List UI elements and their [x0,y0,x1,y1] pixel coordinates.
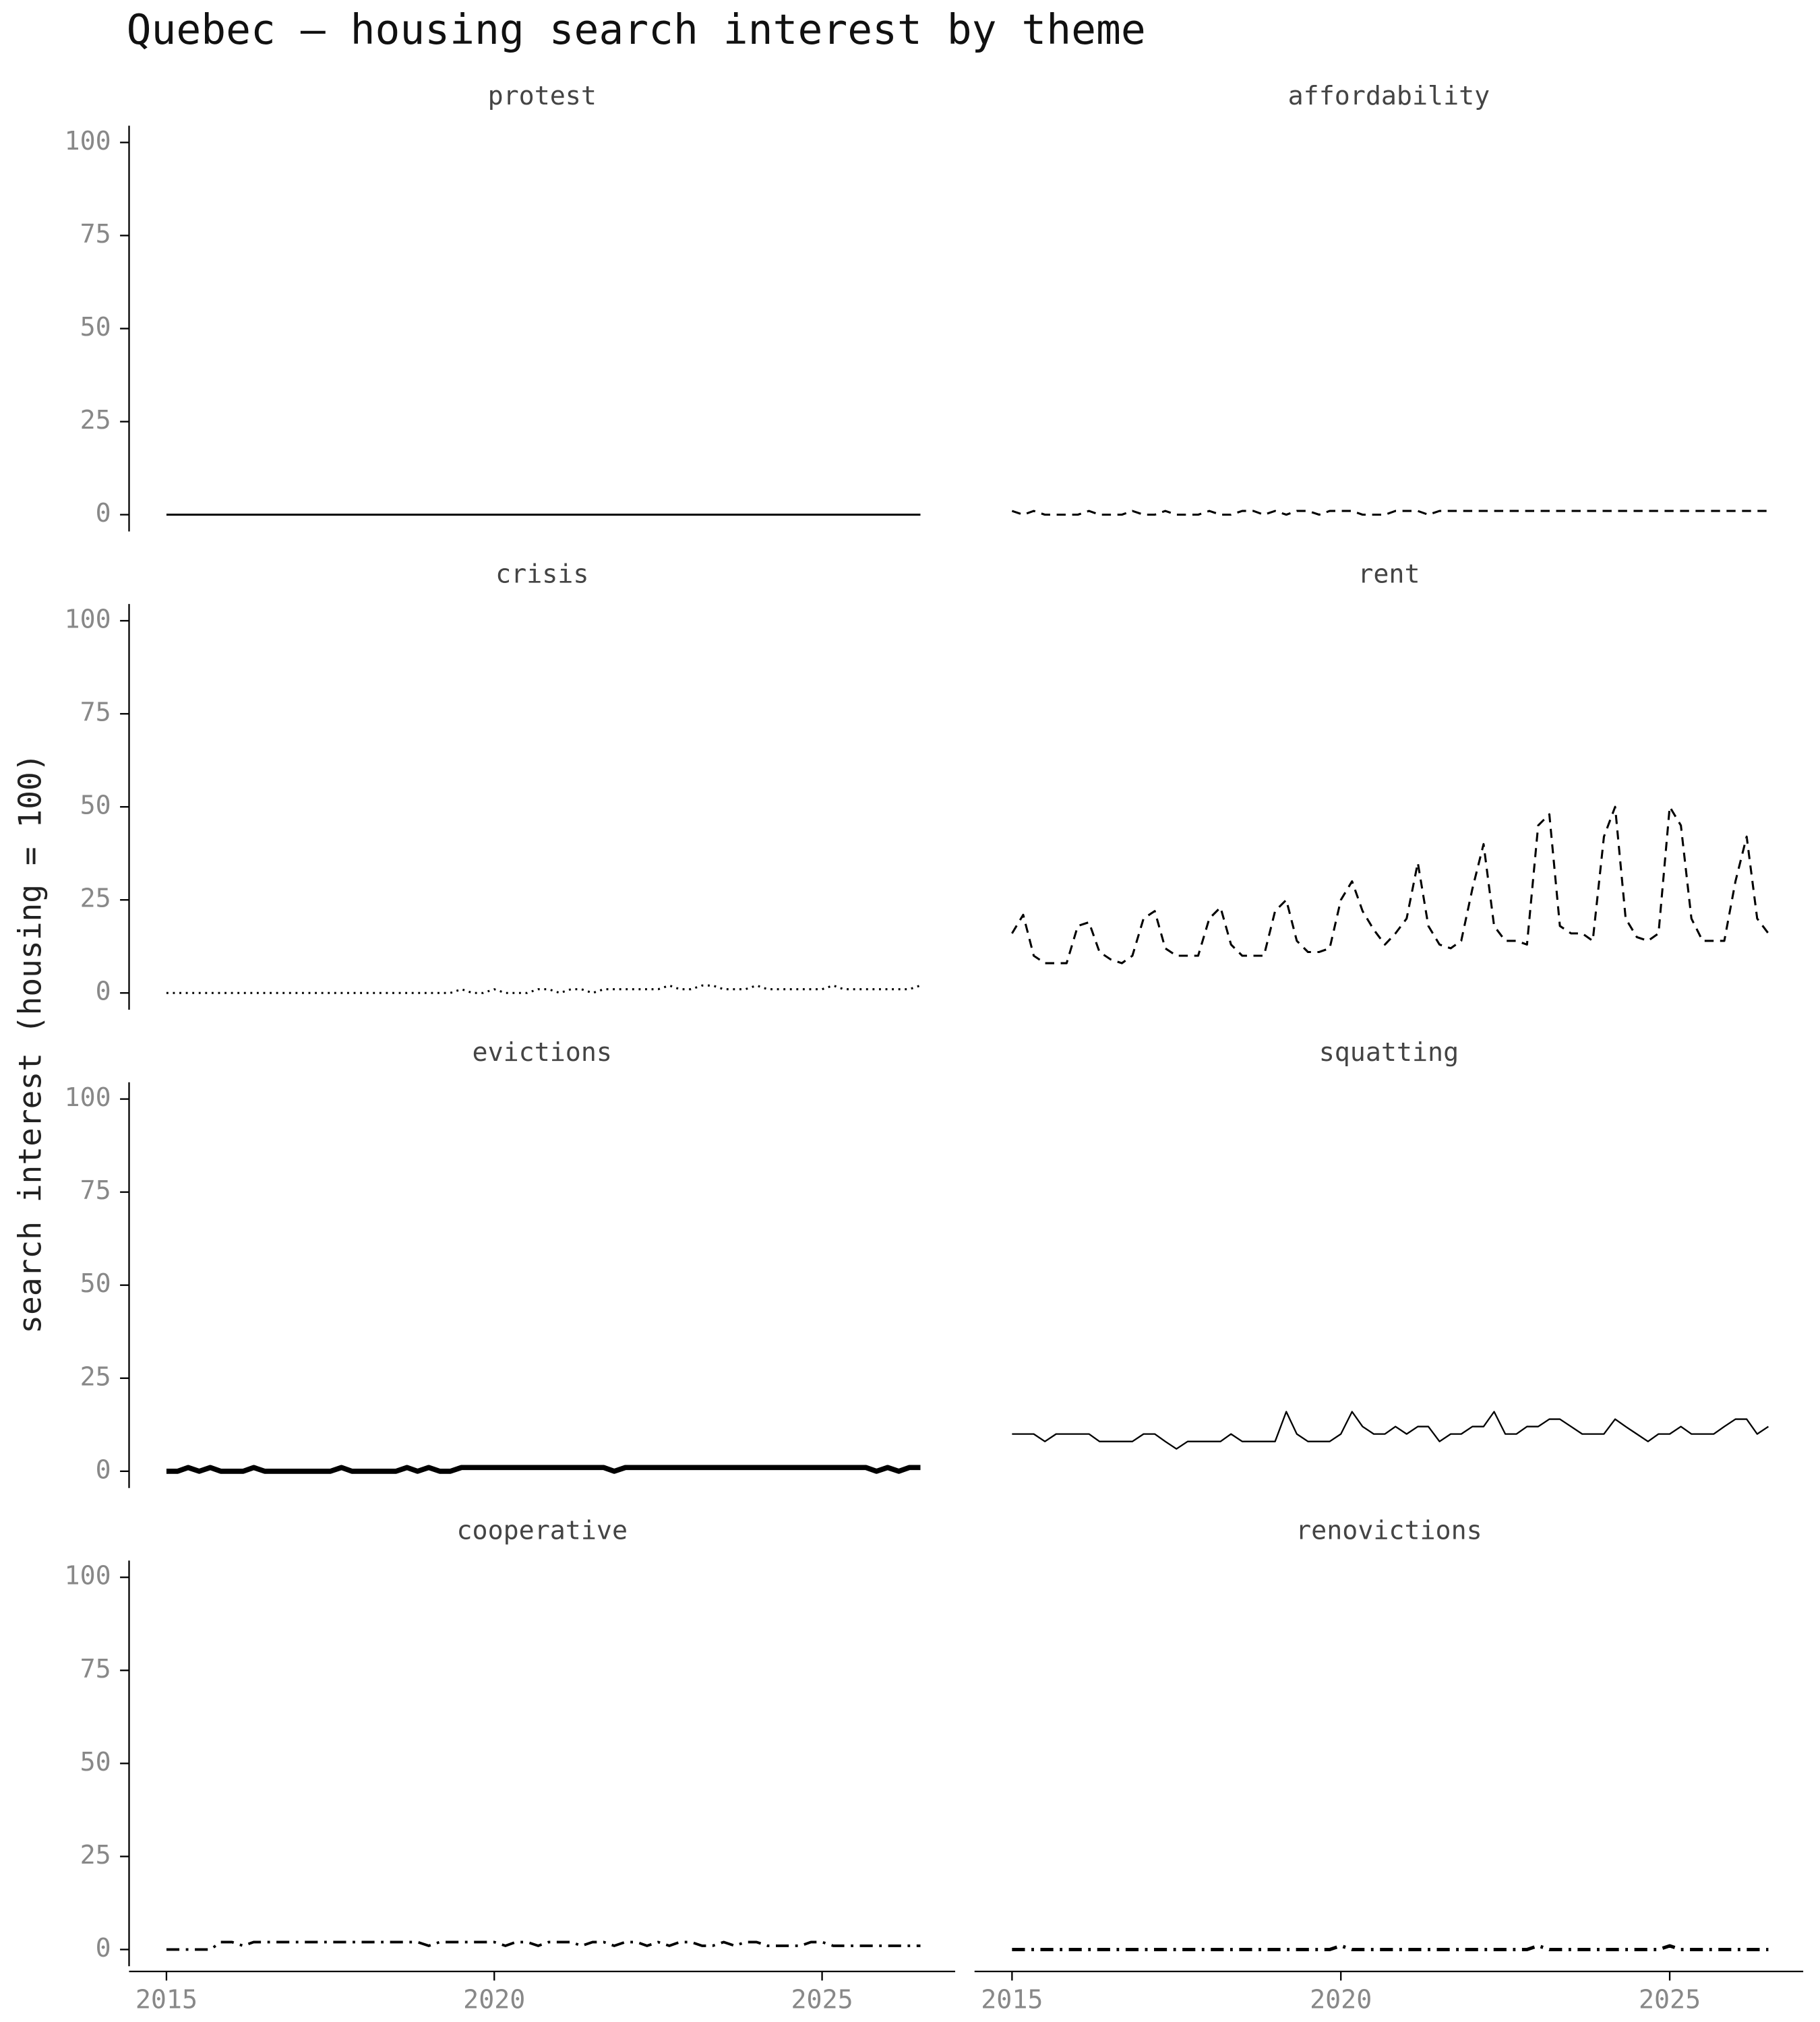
x-tick-label: 2015 [135,1985,198,2015]
x-tick-label: 2025 [791,1985,853,2015]
y-tick-label: 100 [65,1082,111,1113]
y-tick-label: 50 [80,1268,111,1299]
series-line [1011,805,1769,964]
y-tick-label: 25 [80,1840,111,1870]
series-line [1011,510,1769,516]
y-tick-label: 0 [96,977,111,1007]
y-tick-label: 50 [80,312,111,342]
x-tick-label: 2020 [1310,1985,1372,2015]
y-tick-label: 100 [65,126,111,156]
facet-title: cooperative [457,1516,628,1546]
series-line [166,1465,921,1474]
facet-title: evictions [473,1037,612,1068]
facet-title: affordability [1288,81,1490,111]
series-line [1012,1411,1769,1450]
y-tick-label: 25 [80,1361,111,1392]
y-axis-label: search interest (housing = 100) [11,753,48,1333]
series-line [1012,1944,1769,1951]
facet-title: rent [1358,559,1420,589]
y-tick-label: 50 [80,791,111,821]
y-tick-label: 100 [65,604,111,634]
x-tick-label: 2015 [981,1985,1043,2015]
x-tick-label: 2020 [463,1985,525,2015]
y-tick-label: 75 [80,1175,111,1206]
facet-title: protest [488,81,597,111]
facet-title: renovictions [1296,1516,1482,1546]
y-tick-label: 25 [80,884,111,914]
y-tick-label: 50 [80,1747,111,1777]
y-tick-label: 75 [80,698,111,728]
x-tick-label: 2025 [1639,1985,1701,2015]
y-tick-label: 0 [96,1454,111,1485]
chart-title: Quebec — housing search interest by them… [127,6,1146,54]
facet-title: squatting [1319,1037,1459,1068]
y-tick-label: 75 [80,219,111,249]
y-tick-label: 100 [65,1561,111,1591]
y-tick-label: 0 [96,498,111,528]
y-tick-label: 25 [80,405,111,435]
y-tick-label: 75 [80,1654,111,1684]
y-tick-label: 0 [96,1933,111,1963]
facet-title: crisis [495,559,588,589]
